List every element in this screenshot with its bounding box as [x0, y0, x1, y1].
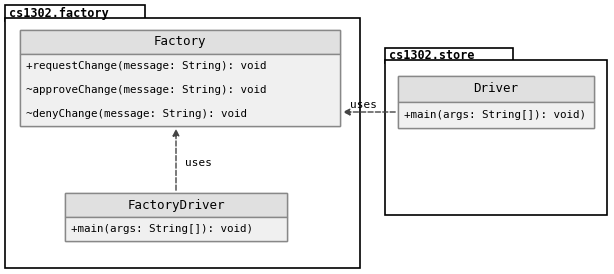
Bar [5, 5, 145, 21]
Text: Factory: Factory [154, 36, 206, 48]
Text: +requestChange(message: String): void: +requestChange(message: String): void [26, 61, 266, 71]
Text: Driver: Driver [473, 82, 518, 96]
Bar [385, 48, 513, 63]
Bar [385, 60, 607, 215]
Text: ~approveChange(message: String): void: ~approveChange(message: String): void [26, 85, 266, 95]
Bar [20, 54, 340, 126]
Text: ~denyChange(message: String): void: ~denyChange(message: String): void [26, 109, 247, 119]
Bar [65, 193, 287, 241]
Bar [398, 76, 594, 102]
Text: +main(args: String[]): void): +main(args: String[]): void) [71, 224, 253, 234]
Text: FactoryDriver: FactoryDriver [127, 198, 225, 212]
Text: uses: uses [350, 100, 377, 110]
Bar [20, 30, 340, 126]
Text: uses: uses [185, 158, 212, 168]
Bar [65, 193, 287, 217]
Bar [20, 30, 340, 54]
Text: +main(args: String[]): void): +main(args: String[]): void) [404, 110, 586, 120]
Text: cs1302.factory: cs1302.factory [9, 7, 109, 19]
Text: cs1302.store: cs1302.store [389, 49, 475, 62]
Bar [398, 76, 594, 128]
Bar [398, 102, 594, 128]
Bar [65, 217, 287, 241]
Bar [5, 18, 360, 268]
